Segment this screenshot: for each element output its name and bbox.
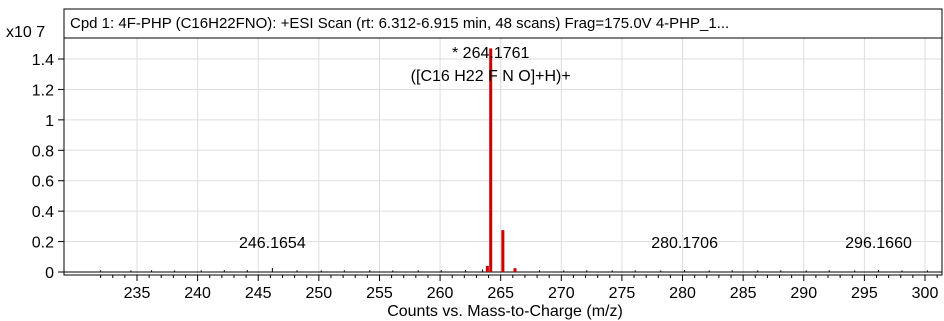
x-tick-label: 290 <box>790 285 817 302</box>
x-axis-label: Counts vs. Mass-to-Charge (m/z) <box>387 303 623 320</box>
x-tick-label: 270 <box>548 285 575 302</box>
y-tick-label: 0.2 <box>32 235 54 252</box>
y-tick-label: 0 <box>45 265 54 282</box>
x-tick-label: 235 <box>124 285 151 302</box>
x-tick-label: 280 <box>669 285 696 302</box>
chart-title: Cpd 1: 4F-PHP (C16H22FNO): +ESI Scan (rt… <box>70 15 729 32</box>
plot-frame <box>63 8 943 276</box>
y-scale-label: x10 7 <box>6 24 45 41</box>
peak-annotation: 296.1660 <box>845 235 912 252</box>
axes-layer: Cpd 1: 4F-PHP (C16H22FNO): +ESI Scan (rt… <box>6 8 943 320</box>
annotations-layer: * 264.1761 ([C16 H22 F N O]+H)+ 246.1654 28… <box>239 45 912 252</box>
peak-formula-annotation: ([C16 H22 F N O]+H)+ <box>411 68 571 85</box>
peak-annotation: * 264.1761 <box>452 45 530 62</box>
y-tick-label: 0.6 <box>32 174 54 191</box>
x-tick-label: 275 <box>609 285 636 302</box>
y-tick-label: 1.4 <box>32 52 54 69</box>
grid-layer <box>64 38 942 275</box>
x-tick-label: 295 <box>851 285 878 302</box>
x-tick-label: 260 <box>427 285 454 302</box>
y-tick-label: 1.2 <box>32 82 54 99</box>
x-tick-label: 250 <box>305 285 332 302</box>
x-tick-label: 300 <box>912 285 939 302</box>
x-tick-label: 285 <box>730 285 757 302</box>
ticks-layer: 235 240 245 250 255 260 265 270 275 280 285 290 295 3… <box>32 52 939 302</box>
y-tick-label: 0.8 <box>32 143 54 160</box>
x-tick-label: 245 <box>245 285 272 302</box>
x-tick-label: 240 <box>184 285 211 302</box>
y-tick-label: 0.4 <box>32 204 54 221</box>
peak-annotation: 246.1654 <box>239 235 306 252</box>
x-tick-label: 255 <box>366 285 393 302</box>
y-tick-label: 1 <box>45 113 54 130</box>
peak-annotation: 280.1706 <box>651 235 718 252</box>
peaks-layer <box>64 48 942 273</box>
x-tick-label: 265 <box>487 285 514 302</box>
